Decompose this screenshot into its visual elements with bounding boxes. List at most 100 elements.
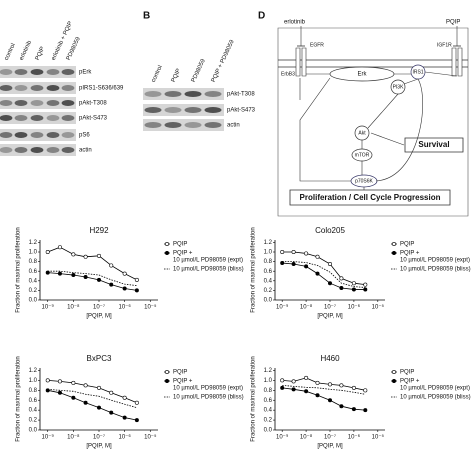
y-tick-label: 1.0 <box>29 250 38 256</box>
row-label: pErk <box>79 70 92 76</box>
row-label: pS6 <box>79 133 90 139</box>
node-shape <box>290 190 450 205</box>
legend-label: 10 µmol/L PD98059 (expt) <box>400 386 470 392</box>
legend-label: PQIP <box>173 242 187 248</box>
data-point <box>72 253 75 256</box>
legend-label: PQIP + <box>400 251 420 257</box>
y-axis-label: Fraction of maximal proliferation <box>16 356 22 441</box>
panel-d: D erlotinib PQIP ErbB3 EGFR IGF1R Erk IR… <box>258 11 468 216</box>
data-point <box>292 250 295 253</box>
data-point <box>84 275 87 278</box>
blot-band <box>46 85 60 91</box>
series-line <box>282 262 365 288</box>
chart: H292 Fraction of maximal proliferation [PQ… <box>16 226 244 319</box>
y-tick-label: 0.8 <box>264 259 273 265</box>
data-point <box>364 389 367 392</box>
x-axis-label: [PQIP, M] <box>317 444 343 450</box>
y-tick-label: 0.2 <box>264 418 273 424</box>
receptor <box>296 48 300 76</box>
y-tick-label: 0.4 <box>264 278 273 284</box>
panel-label: D <box>258 11 265 22</box>
node-label: PI3K <box>393 84 405 90</box>
blot-strip <box>143 104 224 116</box>
blot-band <box>0 115 13 121</box>
data-point <box>328 282 331 285</box>
blot-band <box>30 115 44 121</box>
blot-strip <box>143 119 224 131</box>
legend-label: PQIP + <box>173 251 193 257</box>
blot-band <box>46 115 60 121</box>
x-tick-label: 10⁻⁷ <box>324 434 336 441</box>
row-label: pAkt-T308 <box>227 92 255 98</box>
y-tick-label: 0.0 <box>29 428 38 434</box>
legend-label: 10 µmol/L PD98059 (expt) <box>173 386 243 392</box>
data-point <box>97 254 100 257</box>
data-point <box>58 391 61 394</box>
x-tick-label: 10⁻⁸ <box>67 304 80 311</box>
blot-band <box>14 132 28 138</box>
lane-label: PQIP <box>35 46 46 62</box>
receptor <box>452 48 456 76</box>
blot-band <box>164 122 182 128</box>
blot-band <box>61 100 75 106</box>
y-axis-label: Fraction of maximal proliferation <box>251 356 257 441</box>
y-tick-label: 0.0 <box>264 428 273 434</box>
legend-marker <box>165 370 168 373</box>
x-tick-label: 10⁻⁷ <box>93 304 105 311</box>
data-point <box>135 289 138 292</box>
data-point <box>316 394 319 397</box>
blot-band <box>184 107 202 113</box>
blot-band <box>46 69 60 75</box>
blot-band <box>61 85 75 91</box>
y-tick-label: 0.6 <box>264 398 273 404</box>
blot-band <box>204 122 222 128</box>
data-point <box>292 380 295 383</box>
data-point <box>304 252 307 255</box>
legend-label: PQIP + <box>173 379 193 385</box>
data-point <box>72 381 75 384</box>
data-point <box>304 390 307 393</box>
y-tick-label: 0.2 <box>264 288 273 294</box>
data-point <box>316 272 319 275</box>
data-point <box>58 380 61 383</box>
x-tick-label: 10⁻⁸ <box>67 434 80 441</box>
receptor-label: ErbB3 <box>281 71 295 77</box>
data-point <box>352 282 355 285</box>
data-point <box>72 396 75 399</box>
series-line <box>48 380 137 402</box>
blot-band <box>0 100 13 106</box>
y-tick-label: 0.8 <box>264 388 273 394</box>
legend-marker <box>392 251 395 254</box>
blot-band <box>0 132 13 138</box>
data-point <box>110 391 113 394</box>
blot-band <box>144 107 162 113</box>
data-point <box>58 246 61 249</box>
blot-band <box>30 69 44 75</box>
y-tick-label: 0.4 <box>29 278 38 284</box>
row-label: pAkt-S473 <box>227 108 256 114</box>
node-label: Erk <box>358 72 368 78</box>
x-tick-label: 10⁻⁶ <box>118 434 131 441</box>
blot-band <box>144 122 162 128</box>
legend-label: PQIP + <box>400 379 420 385</box>
y-tick-label: 0.4 <box>29 408 38 414</box>
drug-label: erlotinib <box>284 20 306 26</box>
blot-band <box>61 132 75 138</box>
y-tick-label: 1.2 <box>29 240 38 246</box>
data-point <box>135 278 138 281</box>
blot-band <box>144 91 162 97</box>
x-tick-label: 10⁻⁹ <box>42 434 55 441</box>
data-point <box>364 283 367 286</box>
data-point <box>123 272 126 275</box>
x-tick-label: 10⁻⁹ <box>42 304 55 311</box>
x-tick-label: 10⁻⁶ <box>348 304 361 311</box>
x-tick-label: 10⁻⁵ <box>372 304 385 311</box>
series-line <box>48 389 137 407</box>
y-tick-label: 0.2 <box>29 288 38 294</box>
data-point <box>123 416 126 419</box>
receptor-label: IGF1R <box>437 42 452 48</box>
data-point <box>316 255 319 258</box>
blot-band <box>184 91 202 97</box>
data-point <box>340 277 343 280</box>
legend-marker <box>165 379 168 382</box>
